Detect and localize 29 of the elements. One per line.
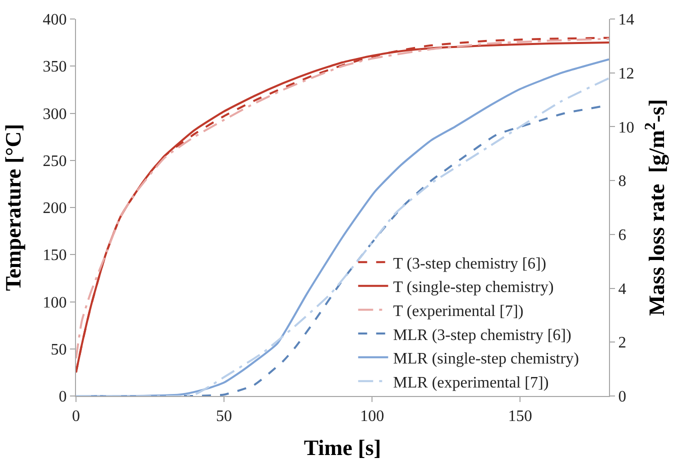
y2-tick-label: 4 — [618, 280, 626, 298]
legend-label: MLR (single-step chemistry) — [393, 350, 579, 368]
y-tick-label: 400 — [42, 12, 67, 29]
y-tick-label: 300 — [42, 106, 67, 123]
legend-label: T (3-step chemistry [6]) — [393, 255, 546, 272]
legend-label: T (single-step chemistry) — [393, 279, 554, 296]
x-tick-label: 0 — [72, 408, 80, 426]
y2-tick-label: 14 — [618, 12, 634, 29]
x-axis-title: Time [s] — [304, 435, 382, 460]
x-tick-label: 150 — [508, 408, 532, 426]
y-axis-title: Temperature [°C] — [0, 124, 26, 292]
y2-tick-label: 2 — [618, 334, 626, 352]
y-tick-label: 100 — [42, 294, 67, 312]
y-tick-label: 0 — [58, 388, 67, 406]
y-tick-label: 200 — [42, 200, 67, 218]
legend-label: MLR (3-step chemistry [6]) — [393, 326, 572, 344]
y-tick-label: 50 — [50, 341, 67, 358]
y2-tick-label: 0 — [618, 388, 626, 406]
y2-tick-label: 10 — [618, 119, 634, 136]
y2-tick-label: 6 — [618, 227, 626, 244]
y2-tick-label: 8 — [618, 173, 626, 190]
x-tick-label: 50 — [216, 408, 232, 426]
y-tick-label: 350 — [42, 58, 67, 76]
legend-label: MLR (experimental [7]) — [393, 374, 549, 392]
legend-label: T (experimental [7]) — [393, 302, 524, 320]
x-tick-label: 100 — [360, 408, 384, 426]
y-tick-label: 150 — [42, 247, 67, 264]
y2-tick-label: 12 — [618, 65, 634, 82]
y-tick-label: 250 — [42, 152, 67, 170]
